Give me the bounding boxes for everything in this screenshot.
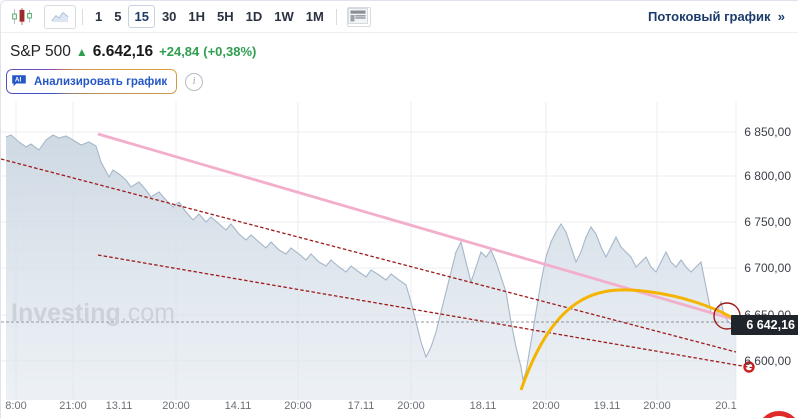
svg-text:AI: AI [15, 77, 22, 84]
